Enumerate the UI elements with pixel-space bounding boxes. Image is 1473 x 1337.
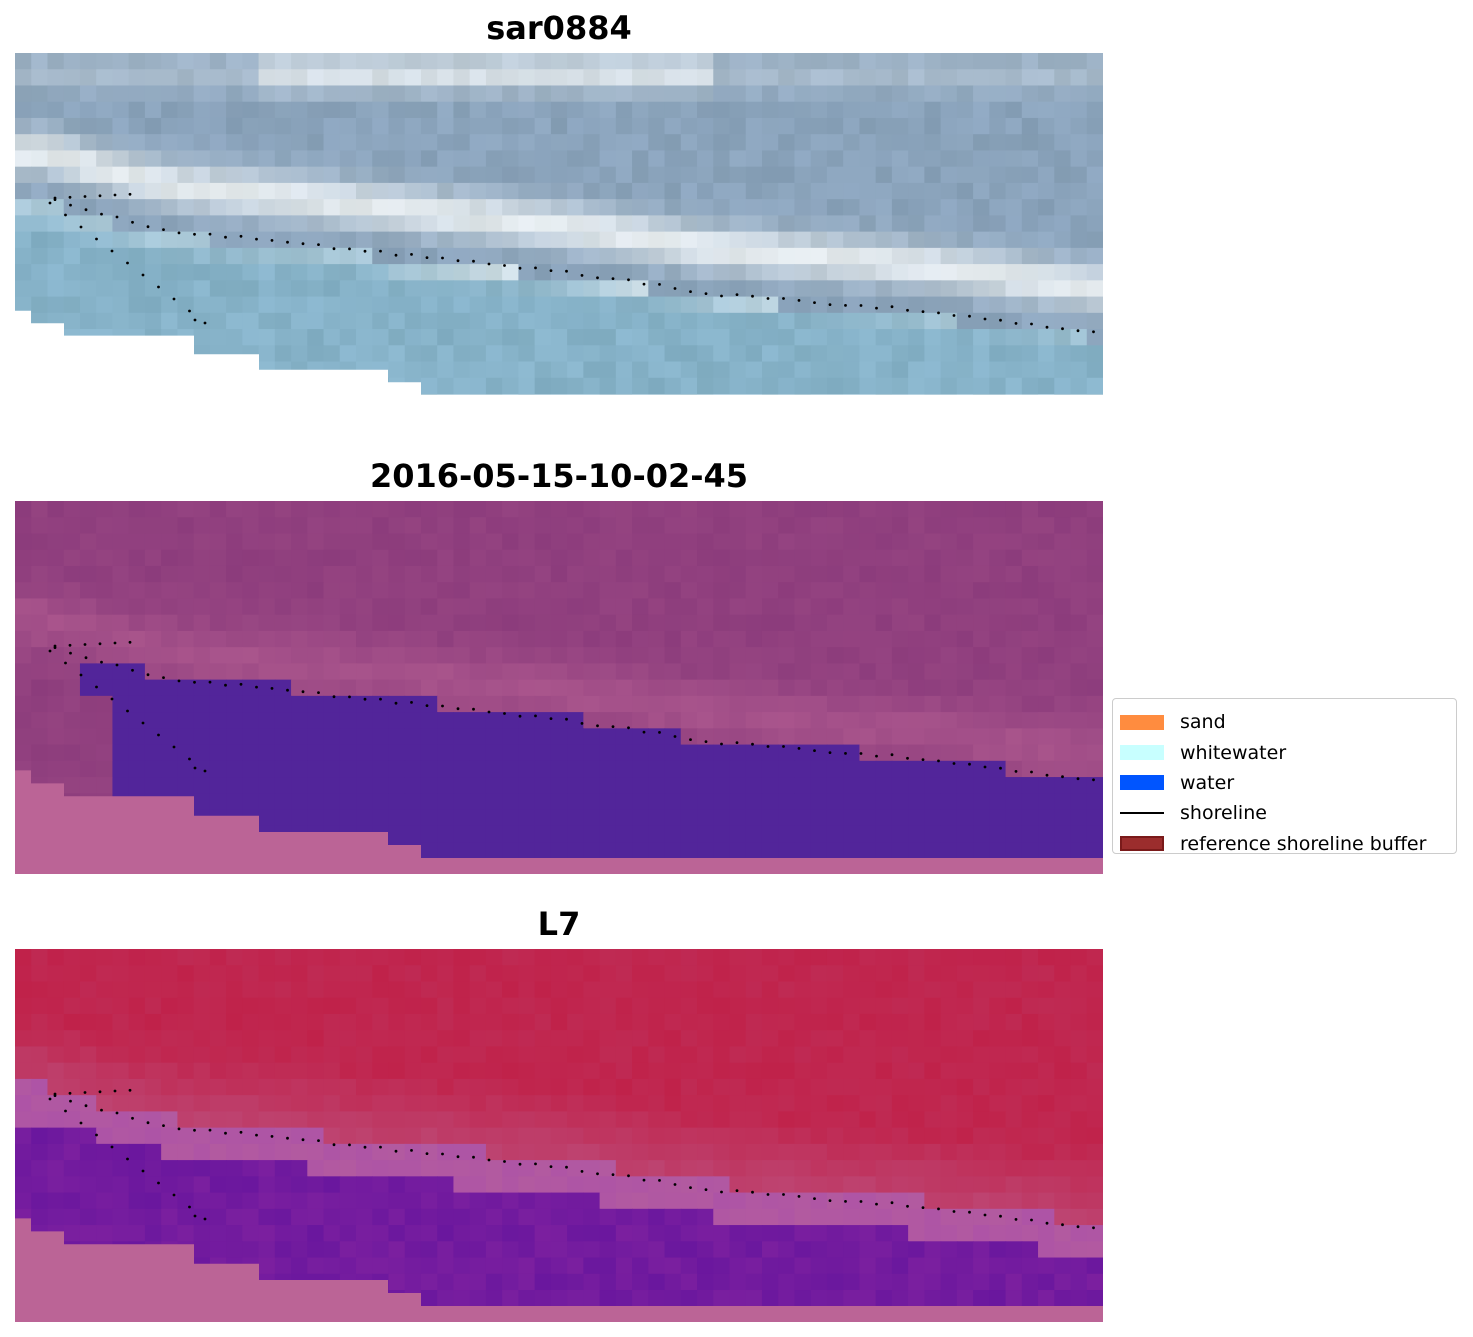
legend-label: sand xyxy=(1180,711,1226,734)
legend-item-whitewater: whitewater xyxy=(1120,737,1456,767)
legend-swatch xyxy=(1120,714,1164,730)
legend-label: whitewater xyxy=(1180,741,1287,764)
legend: sand whitewater water shoreline reference sh… xyxy=(1112,698,1457,855)
panel-title-2: 2016-05-15-10-02-45 xyxy=(369,457,749,495)
legend-swatch xyxy=(1120,812,1164,815)
legend-swatch xyxy=(1120,775,1164,791)
legend-label: shoreline xyxy=(1180,802,1267,825)
legend-swatch xyxy=(1120,745,1164,761)
panel-title-3: L7 xyxy=(537,905,581,943)
legend-item-shoreline: shoreline xyxy=(1120,798,1456,828)
legend-item-water: water xyxy=(1120,768,1456,798)
legend-item-reference-shoreline-buffer: reference shoreline buffer xyxy=(1120,829,1456,859)
classified-image xyxy=(15,501,1103,874)
panel-title-1: sar0884 xyxy=(486,9,632,47)
legend-label: water xyxy=(1180,771,1235,794)
satellite-rgb-image xyxy=(15,53,1103,410)
legend-item-sand: sand xyxy=(1120,707,1456,737)
legend-label: reference shoreline buffer xyxy=(1180,832,1427,855)
legend-swatch xyxy=(1120,836,1164,852)
index-image xyxy=(15,949,1103,1322)
